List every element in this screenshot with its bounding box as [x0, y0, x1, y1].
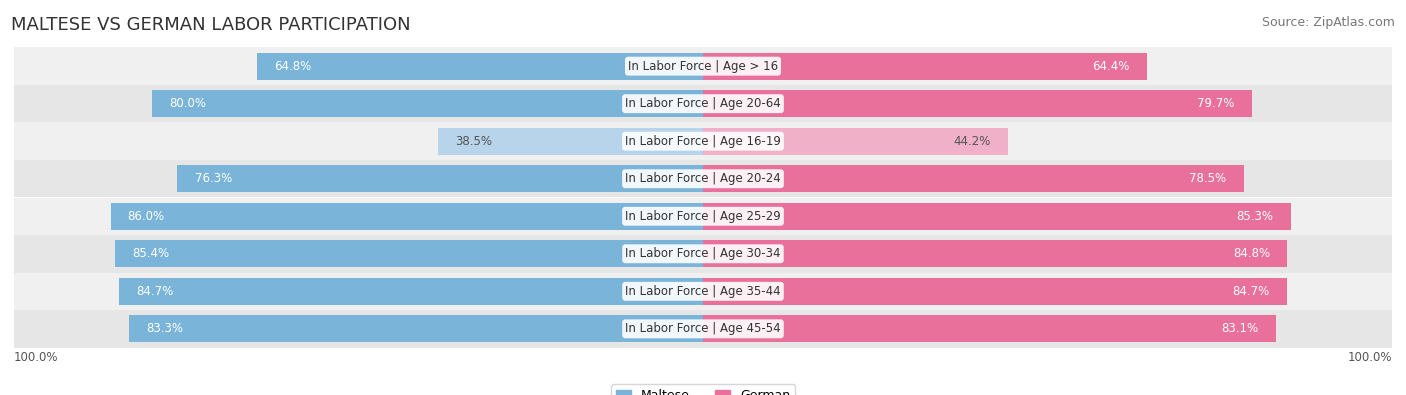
- Text: Source: ZipAtlas.com: Source: ZipAtlas.com: [1261, 16, 1395, 29]
- Bar: [703, 315, 1275, 342]
- Bar: [177, 165, 703, 192]
- Text: 76.3%: 76.3%: [194, 172, 232, 185]
- Text: 84.7%: 84.7%: [1232, 285, 1270, 298]
- Text: 78.5%: 78.5%: [1189, 172, 1226, 185]
- Bar: [111, 203, 703, 230]
- Bar: [256, 53, 703, 80]
- Text: In Labor Force | Age 20-64: In Labor Force | Age 20-64: [626, 97, 780, 110]
- Bar: [129, 315, 703, 342]
- Bar: [703, 90, 1253, 117]
- Text: In Labor Force | Age 16-19: In Labor Force | Age 16-19: [626, 135, 780, 148]
- Bar: [703, 53, 1147, 80]
- Bar: [14, 160, 1392, 198]
- Bar: [14, 198, 1392, 235]
- Bar: [120, 278, 703, 305]
- Text: 83.3%: 83.3%: [146, 322, 183, 335]
- Bar: [152, 90, 703, 117]
- Text: 44.2%: 44.2%: [953, 135, 990, 148]
- Text: 64.4%: 64.4%: [1092, 60, 1129, 73]
- Text: 79.7%: 79.7%: [1198, 97, 1234, 110]
- Bar: [703, 165, 1244, 192]
- Text: 85.3%: 85.3%: [1236, 210, 1274, 223]
- Text: 85.4%: 85.4%: [132, 247, 169, 260]
- Text: In Labor Force | Age 45-54: In Labor Force | Age 45-54: [626, 322, 780, 335]
- Text: 86.0%: 86.0%: [128, 210, 165, 223]
- Bar: [703, 278, 1286, 305]
- Bar: [14, 273, 1392, 310]
- Text: 38.5%: 38.5%: [456, 135, 492, 148]
- Text: 83.1%: 83.1%: [1222, 322, 1258, 335]
- Text: In Labor Force | Age > 16: In Labor Force | Age > 16: [628, 60, 778, 73]
- Text: 100.0%: 100.0%: [14, 351, 59, 364]
- Text: 80.0%: 80.0%: [169, 97, 207, 110]
- Bar: [14, 85, 1392, 122]
- Text: 84.7%: 84.7%: [136, 285, 174, 298]
- Text: In Labor Force | Age 20-24: In Labor Force | Age 20-24: [626, 172, 780, 185]
- Bar: [14, 235, 1392, 273]
- Text: In Labor Force | Age 30-34: In Labor Force | Age 30-34: [626, 247, 780, 260]
- Text: In Labor Force | Age 25-29: In Labor Force | Age 25-29: [626, 210, 780, 223]
- Bar: [437, 128, 703, 155]
- Bar: [14, 47, 1392, 85]
- Bar: [14, 310, 1392, 348]
- Bar: [703, 128, 1008, 155]
- Text: In Labor Force | Age 35-44: In Labor Force | Age 35-44: [626, 285, 780, 298]
- Text: 64.8%: 64.8%: [274, 60, 311, 73]
- Text: MALTESE VS GERMAN LABOR PARTICIPATION: MALTESE VS GERMAN LABOR PARTICIPATION: [11, 16, 411, 34]
- Bar: [703, 203, 1291, 230]
- Bar: [14, 122, 1392, 160]
- Legend: Maltese, German: Maltese, German: [612, 384, 794, 395]
- Text: 84.8%: 84.8%: [1233, 247, 1270, 260]
- Bar: [703, 240, 1288, 267]
- Text: 100.0%: 100.0%: [1347, 351, 1392, 364]
- Bar: [115, 240, 703, 267]
